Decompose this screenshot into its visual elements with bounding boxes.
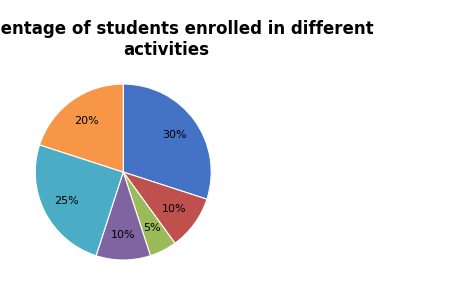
Text: 5%: 5% [143, 223, 161, 233]
Wedge shape [39, 84, 123, 172]
Text: 30%: 30% [162, 130, 187, 140]
Wedge shape [123, 172, 207, 243]
Text: 10%: 10% [111, 230, 136, 240]
Text: 10%: 10% [162, 204, 187, 214]
Wedge shape [123, 84, 211, 199]
Text: 25%: 25% [55, 196, 79, 206]
Wedge shape [123, 172, 175, 256]
Wedge shape [35, 145, 123, 256]
Text: 20%: 20% [73, 116, 99, 126]
Wedge shape [96, 172, 150, 260]
Text: Percentage of students enrolled in different
activities: Percentage of students enrolled in diffe… [0, 20, 373, 59]
Legend: scout, Red Cross, NCC, Human resource development
club, Debating club, Eco club: scout, Red Cross, NCC, Human resource de… [252, 109, 447, 235]
